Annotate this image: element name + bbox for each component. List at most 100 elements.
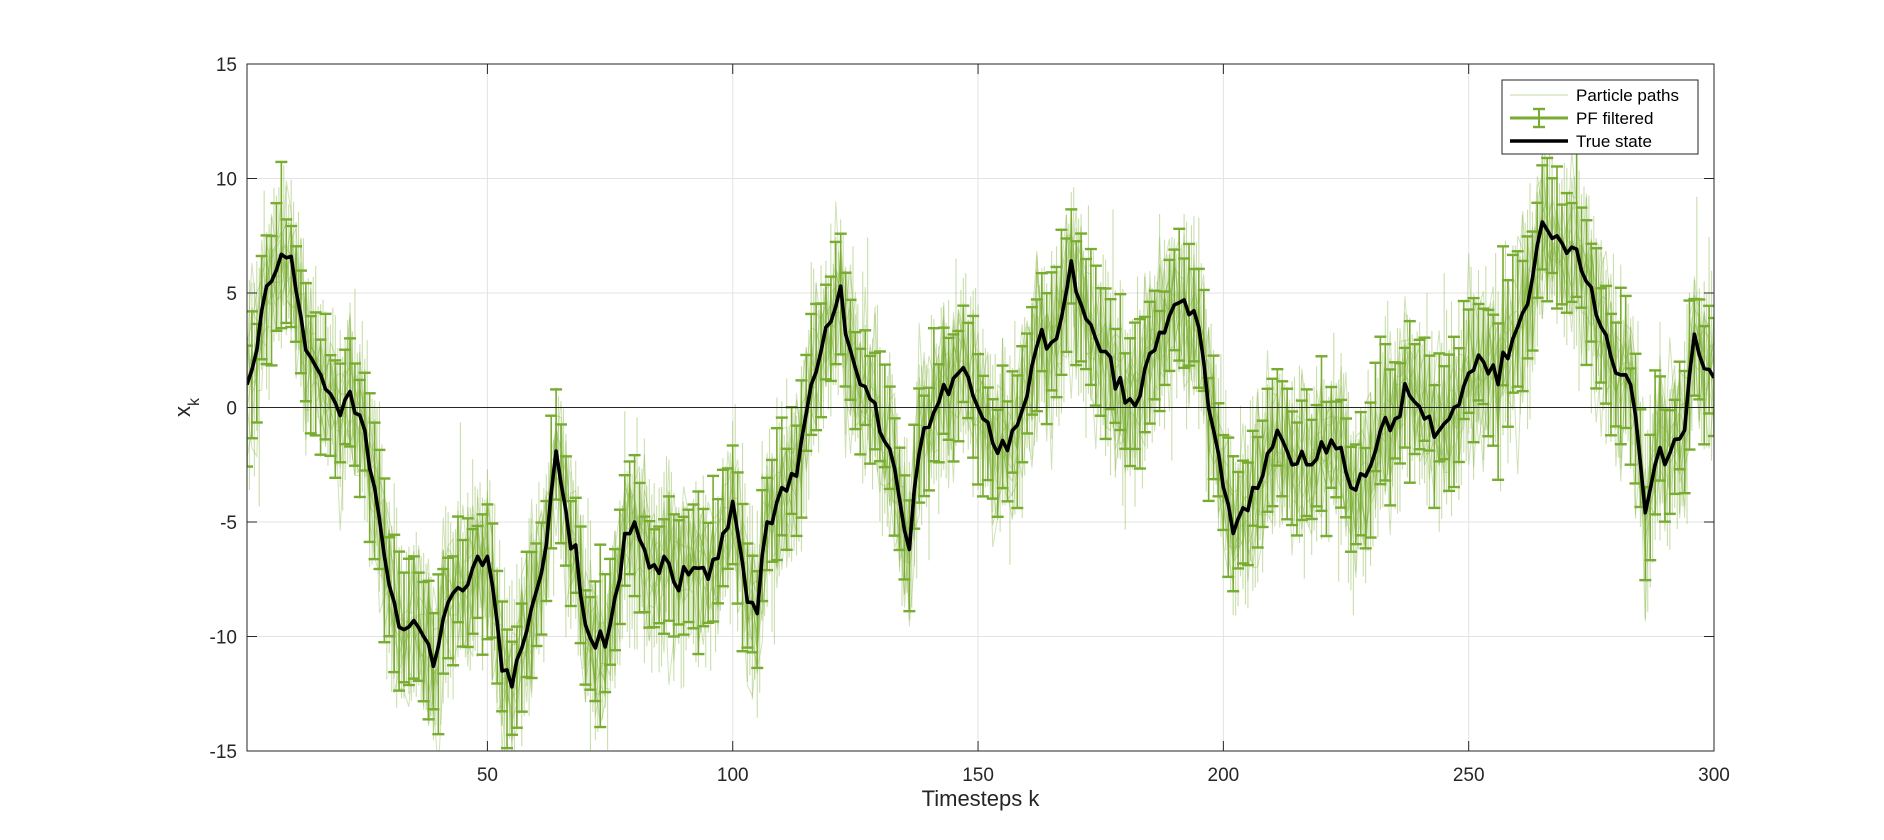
pf-errorbar [447, 555, 460, 667]
y-axis-label-main: x [170, 406, 195, 417]
pf-errorbar [775, 416, 788, 537]
pf-errorbar [1575, 206, 1588, 309]
pf-errorbar [471, 524, 484, 620]
pf-errorbar [638, 515, 651, 614]
pf-errorbar [604, 557, 617, 666]
pf-errorbar [1428, 383, 1441, 510]
pf-errorbar [1663, 409, 1676, 516]
particle-path [247, 151, 1714, 751]
pf-errorbar [1084, 247, 1097, 387]
pf-errorbar [1516, 259, 1529, 393]
pf-errorbar [1487, 313, 1500, 447]
pf-errorbar [1619, 294, 1632, 430]
legend-entry-pf-filtered: PF filtered [1576, 109, 1653, 128]
pf-errorbar [584, 595, 597, 691]
pf-errorbar [1290, 421, 1303, 537]
pf-errorbar [986, 398, 999, 500]
pf-errorbar [976, 374, 989, 498]
pf-errorbar [1565, 201, 1578, 304]
particle-path [247, 190, 1714, 727]
pf-errorbar [1016, 345, 1029, 464]
pf-errorbar [1065, 208, 1078, 305]
pf-errorbar [648, 528, 661, 629]
pf-errorbar [937, 326, 950, 435]
pf-errorbar [1349, 443, 1362, 546]
pf-errorbar [402, 557, 415, 687]
pf-errorbar [1344, 445, 1357, 553]
legend-entry-particle-paths: Particle paths [1576, 86, 1679, 105]
pf-errorbar [280, 218, 293, 325]
pf-errorbar [1423, 354, 1436, 452]
legend-entry-true-state: True state [1576, 132, 1652, 151]
pf-errorbar [662, 495, 675, 622]
pf-errorbar [265, 234, 278, 367]
x-tick-label: 200 [1208, 765, 1240, 786]
pf-errorbar [765, 458, 778, 563]
y-axis-label: xk [170, 397, 203, 417]
pf-errorbar [501, 628, 514, 750]
pf-errorbar [1300, 388, 1313, 518]
pf-errorbar [1011, 374, 1024, 510]
pf-errorbar [1438, 365, 1451, 461]
pf-errorbar [1158, 290, 1171, 387]
pf-errorbar [1040, 291, 1053, 426]
pf-errorbar [285, 224, 298, 329]
particle-path [247, 172, 1714, 747]
pf-errorbar [864, 354, 877, 465]
particle-path [247, 227, 1714, 724]
pf-errorbar [1055, 228, 1068, 377]
pf-errorbar [854, 347, 867, 456]
pf-errorbar [1261, 387, 1274, 513]
pf-errorbar [589, 580, 602, 703]
pf-errorbar [1006, 370, 1019, 474]
pf-errorbar [1045, 271, 1058, 392]
pf-errorbar [981, 386, 994, 482]
pf-errorbar [1315, 355, 1328, 513]
pf-errorbar [407, 555, 420, 680]
pf-errorbar [329, 359, 342, 479]
pf-errorbar [1153, 309, 1166, 413]
pf-errorbar [1708, 316, 1714, 438]
pf-errorbar [1398, 346, 1411, 449]
pf-errorbar [451, 515, 464, 624]
pf-errorbar [883, 385, 896, 491]
y-tick-label: 5 [226, 284, 237, 305]
y-tick-label: 0 [226, 399, 237, 420]
x-axis-label: Timesteps k [922, 786, 1041, 811]
pf-errorbar [873, 350, 886, 463]
y-tick-label: 10 [216, 170, 237, 191]
pf-errorbar [1600, 284, 1613, 405]
pf-errorbar [466, 527, 479, 635]
pf-errorbar [996, 364, 1009, 490]
legend: Particle paths PF filtered True state [1501, 79, 1699, 155]
pf-errorbar [1374, 335, 1387, 486]
pf-errorbar [922, 386, 935, 492]
pf-errorbar [398, 571, 411, 684]
pf-errorbar [1649, 369, 1662, 516]
pf-errorbar [1472, 302, 1485, 402]
pf-errorbar [1075, 232, 1088, 363]
pf-errorbar [1477, 307, 1490, 406]
pf-errorbar [1462, 308, 1475, 415]
pf-errorbar [1703, 304, 1714, 415]
y-axis-label-subscript: k [186, 397, 203, 406]
pf-errorbar [780, 447, 793, 552]
x-tick-label: 250 [1453, 765, 1485, 786]
pf-errorbar [618, 473, 631, 587]
pf-errorbar [682, 508, 695, 624]
pf-errorbar [716, 468, 729, 588]
pf-errorbar [1698, 324, 1711, 446]
pf-errorbar [878, 363, 891, 469]
legend-swatches [1510, 94, 1568, 143]
y-tick-label: -10 [210, 628, 237, 649]
pf-errorbar [962, 321, 975, 420]
pf-errorbar [1526, 230, 1539, 352]
particle-path [247, 194, 1714, 740]
pf-errorbar [1604, 312, 1617, 437]
pf-errorbar [1178, 257, 1191, 370]
pf-errorbar [309, 311, 322, 437]
particle-path [247, 199, 1714, 751]
pf-errorbar [564, 499, 577, 608]
y-tick-labels: -15 -10 -5 0 5 10 15 [210, 55, 237, 763]
pf-errorbar [304, 314, 317, 435]
